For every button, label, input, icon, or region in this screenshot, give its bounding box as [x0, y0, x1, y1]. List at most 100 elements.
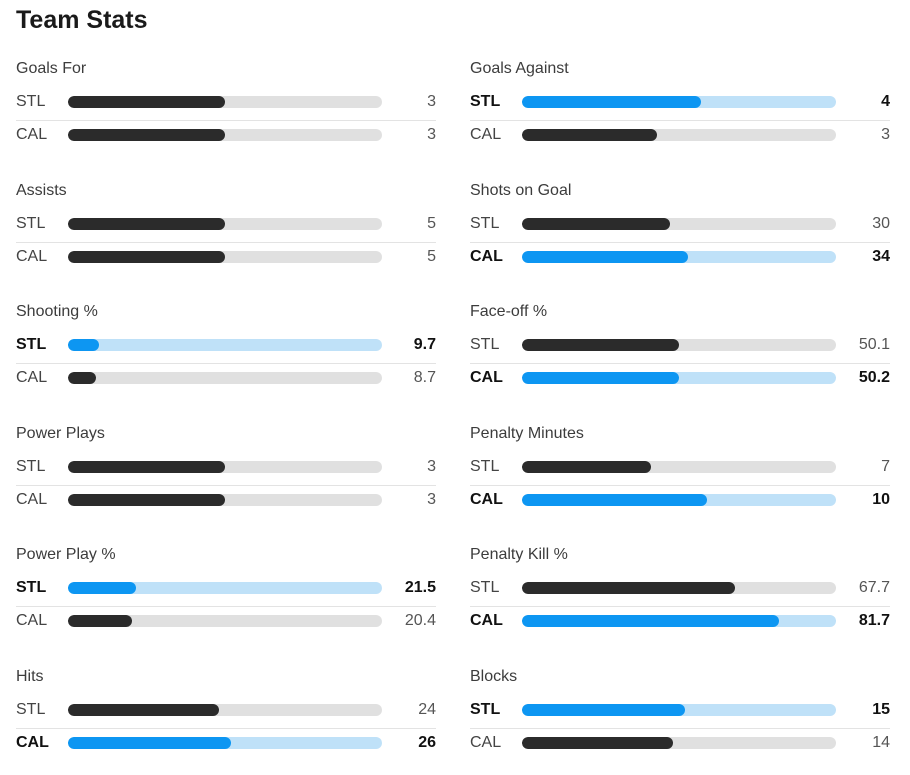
stat-row-cal: CAL 3 [16, 490, 436, 510]
stat-value: 50.2 [858, 369, 890, 386]
stat-card: Assists STL 5 CAL 5 [16, 122, 436, 265]
stat-title: Shots on Goal [470, 181, 572, 199]
stat-bar-track [68, 736, 382, 749]
stat-row-cal: CAL 5 [16, 247, 436, 267]
stat-row-cal: CAL 81.7 [470, 611, 890, 631]
stat-bar-track [68, 703, 382, 716]
team-abbr: CAL [16, 247, 48, 265]
stat-bar-track [522, 250, 836, 263]
stat-value: 81.7 [858, 612, 890, 629]
stat-row-stl: STL 7 [470, 457, 890, 477]
stat-bar-fill [522, 217, 670, 230]
stat-title: Hits [16, 667, 44, 685]
stat-value: 9.7 [413, 336, 436, 353]
stat-bar-track [522, 96, 836, 108]
stat-card: Power Plays STL 3 CAL 3 [16, 365, 436, 508]
stat-card: Power Play % STL 21.5 CAL 20.4 [16, 486, 436, 629]
team-abbr: STL [470, 336, 500, 353]
stat-row-stl: STL 30 [470, 214, 890, 234]
stat-row-cal: CAL 26 [16, 733, 436, 753]
stat-card: Hits STL 24 CAL 26 [16, 608, 436, 751]
stat-bar-track [68, 96, 382, 108]
stat-value: 26 [418, 733, 436, 751]
stat-card: Shots on Goal STL 30 CAL 34 [470, 122, 890, 265]
stat-value: 3 [427, 93, 436, 110]
team-abbr: CAL [470, 490, 503, 508]
stat-bar-track [522, 736, 836, 749]
stat-title: Face-off % [470, 303, 548, 320]
stat-value: 8.7 [413, 369, 436, 386]
team-abbr: STL [470, 93, 501, 110]
stat-bar-track [522, 460, 836, 473]
stat-bar-track [68, 615, 382, 627]
stat-row-stl: STL 3 [16, 92, 436, 112]
stat-title: Power Play % [16, 546, 116, 563]
stat-bar-track [68, 339, 382, 351]
stat-row-stl: STL 15 [470, 700, 890, 720]
stat-row-cal: CAL 50.2 [470, 368, 890, 388]
stat-value: 14 [872, 733, 890, 751]
stat-bar-track [522, 615, 836, 627]
stat-title: Blocks [470, 667, 518, 685]
team-abbr: STL [16, 336, 47, 353]
stat-value: 10 [872, 490, 890, 508]
stat-card: Penalty Minutes STL 7 CAL 10 [470, 365, 890, 508]
stat-row-cal: CAL 20.4 [16, 611, 436, 631]
stat-value: 7 [881, 457, 890, 475]
stat-value: 15 [872, 700, 890, 718]
stat-bar-fill [68, 460, 225, 473]
stat-bar-fill [68, 736, 231, 749]
stat-row-stl: STL 4 [470, 92, 890, 112]
stat-value: 5 [427, 247, 436, 265]
team-abbr: STL [16, 579, 47, 596]
stat-row-cal: CAL 34 [470, 247, 890, 267]
stat-row-stl: STL 5 [16, 214, 436, 234]
stat-bar-track [68, 460, 382, 473]
stat-bar-fill [522, 96, 701, 108]
team-abbr: CAL [470, 612, 503, 629]
team-abbr: CAL [470, 369, 503, 386]
team-abbr: STL [470, 457, 500, 475]
team-abbr: STL [470, 700, 501, 718]
stat-row-cal: CAL 3 [470, 125, 890, 145]
page-title: Team Stats [16, 6, 148, 34]
stat-bar-track [68, 493, 382, 506]
stat-row-stl: STL 3 [16, 457, 436, 477]
stat-title: Goals For [16, 60, 87, 77]
stat-value: 3 [427, 490, 436, 508]
stat-value: 30 [872, 214, 890, 232]
stat-row-cal: CAL 8.7 [16, 368, 436, 388]
stat-bar-fill [68, 703, 219, 716]
team-abbr: STL [16, 214, 46, 232]
stat-bar-track [522, 217, 836, 230]
stat-row-cal: CAL 3 [16, 125, 436, 145]
team-abbr: CAL [470, 247, 503, 265]
stat-card: Blocks STL 15 CAL 14 [470, 608, 890, 751]
stat-bar-fill [68, 96, 225, 108]
stat-value: 21.5 [404, 579, 436, 596]
team-abbr: STL [16, 700, 46, 718]
team-abbr: CAL [470, 733, 502, 751]
team-abbr: CAL [16, 369, 48, 386]
stat-row-stl: STL 50.1 [470, 335, 890, 355]
stat-title: Shooting % [16, 303, 98, 320]
stat-title: Goals Against [470, 60, 569, 77]
stat-bar-fill [522, 582, 735, 594]
stat-card: Face-off % STL 50.1 CAL 50.2 [470, 243, 890, 386]
stat-bar-fill [68, 217, 225, 230]
stat-card: Goals For STL 3 CAL 3 [16, 0, 436, 143]
team-abbr: STL [470, 579, 500, 596]
stat-row-cal: CAL 10 [470, 490, 890, 510]
stat-bar-fill [68, 582, 136, 594]
stat-bar-fill [522, 615, 779, 627]
stat-bar-track [522, 372, 836, 384]
stat-bar-track [522, 493, 836, 506]
stat-bar-fill [68, 615, 132, 627]
stat-row-stl: STL 24 [16, 700, 436, 720]
team-abbr: STL [16, 93, 46, 110]
stat-bar-track [522, 129, 836, 141]
stat-bar-track [68, 372, 382, 384]
stat-value: 3 [427, 126, 436, 143]
stat-bar-fill [522, 703, 685, 716]
